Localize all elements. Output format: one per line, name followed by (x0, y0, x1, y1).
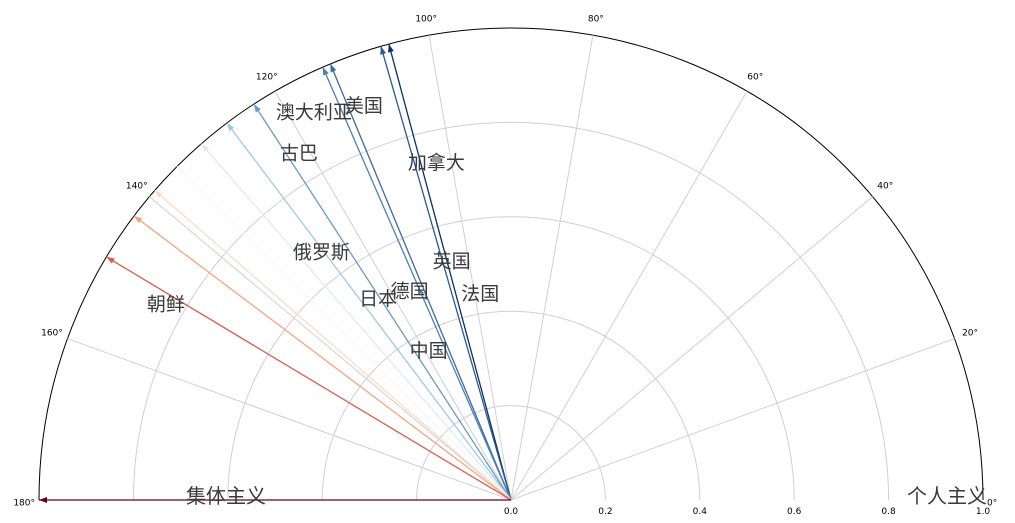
r-tick-label: 0.0 (504, 507, 519, 517)
grid-arc (132, 121, 890, 501)
arrow (154, 189, 512, 501)
arrow-shaft (388, 43, 512, 501)
country-label: 澳大利亚 (276, 102, 352, 124)
country-label: 古巴 (280, 142, 318, 164)
grid-spoke (274, 90, 512, 501)
arrow-head (388, 44, 394, 53)
axis-end-label-right: 个人主义 (907, 484, 987, 508)
country-label: 日本 (359, 288, 397, 310)
country-label: 俄罗斯 (293, 241, 350, 263)
grid-spoke (510, 338, 955, 501)
arrow (253, 103, 512, 501)
r-tick-label: 0.6 (787, 507, 802, 517)
country-label: 中国 (410, 340, 448, 362)
arrow-shaft (380, 46, 512, 501)
axis-end-label-left: 集体主义 (186, 484, 266, 508)
arrow (329, 63, 512, 501)
arrow-shaft (329, 63, 512, 501)
arrow (380, 46, 512, 501)
r-tick-label: 1.0 (976, 507, 991, 517)
arrow-series (39, 43, 512, 503)
arrow-shaft (154, 189, 512, 501)
polar-grid (38, 27, 984, 501)
arrow-shaft (176, 165, 512, 501)
theta-tick-label: 140° (126, 181, 148, 191)
arrow-shaft (200, 143, 512, 501)
country-label: 加拿大 (408, 151, 465, 174)
arrow-shaft (226, 122, 512, 501)
grid-arc (416, 405, 606, 501)
country-label: 德国 (391, 281, 429, 303)
arrow-head (253, 104, 261, 113)
arrow (176, 165, 512, 501)
theta-tick-label: 20° (962, 328, 978, 338)
theta-tick-label: 180° (13, 499, 35, 509)
country-label: 英国 (433, 250, 471, 272)
grid-spoke (510, 90, 748, 501)
theta-tick-label: 0° (987, 499, 997, 509)
arrow-head (322, 67, 329, 76)
arrow-head (380, 46, 386, 55)
theta-tick-label: 40° (877, 181, 893, 191)
arrow (133, 215, 512, 501)
arrow-head (39, 497, 47, 503)
theta-tick-label: 80° (588, 14, 604, 24)
arrow-shaft (106, 256, 512, 501)
outer-frame-arc (38, 27, 984, 501)
theta-tick-label: 100° (415, 14, 437, 24)
theta-tick-label: 60° (747, 72, 763, 82)
r-tick-label: 0.2 (598, 507, 612, 517)
country-label: 法国 (461, 283, 499, 305)
arrow (39, 497, 511, 503)
arrow-head (330, 63, 337, 73)
arrow-shaft (322, 66, 512, 501)
arrow (226, 122, 512, 501)
arrow-head (177, 166, 186, 175)
grid-spoke (149, 196, 512, 501)
theta-tick-label: 120° (256, 72, 278, 82)
grid-spoke (510, 35, 594, 501)
grid-spoke (428, 35, 512, 501)
grid-arc (321, 310, 701, 501)
r-tick-label: 0.4 (693, 507, 708, 517)
tick-labels: 0° 20° 40° 60° 80° 100° 120° 140° 160° 180° 0.0 0.2… (13, 14, 997, 517)
arrow-head (154, 190, 163, 198)
arrow (200, 143, 512, 501)
grid-arc (227, 216, 795, 501)
grid-spoke (510, 196, 873, 501)
arrow (322, 66, 512, 501)
grid-spoke (67, 338, 512, 501)
arrow-head (226, 123, 235, 132)
arrow-head (134, 215, 143, 224)
arrow-shaft (133, 215, 512, 501)
arrow (388, 43, 512, 501)
country-label: 美国 (345, 95, 383, 117)
r-tick-label: 0.8 (881, 507, 896, 517)
arrow-head (201, 143, 209, 152)
arrow-head (106, 256, 115, 264)
arrow-shaft (253, 103, 512, 501)
country-label: 朝鲜 (147, 293, 185, 315)
theta-tick-label: 160° (41, 328, 63, 338)
arrow (106, 256, 512, 501)
